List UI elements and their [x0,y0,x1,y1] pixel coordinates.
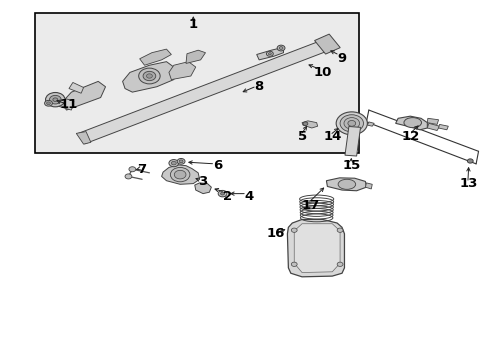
Polygon shape [427,118,438,125]
Text: 7: 7 [137,163,146,176]
Polygon shape [256,47,283,60]
Polygon shape [168,62,195,80]
Polygon shape [314,34,340,54]
Polygon shape [69,82,83,93]
Text: 17: 17 [301,199,319,212]
Text: 3: 3 [198,175,207,188]
Circle shape [336,228,342,232]
Text: 14: 14 [323,130,341,144]
Polygon shape [438,125,447,130]
Text: 13: 13 [459,177,477,190]
Circle shape [177,158,184,164]
Polygon shape [365,183,371,189]
Polygon shape [427,123,439,131]
Circle shape [125,174,132,179]
Circle shape [220,192,224,195]
Circle shape [303,122,307,126]
Text: 15: 15 [342,159,360,172]
Ellipse shape [337,179,355,189]
Circle shape [268,53,271,55]
Polygon shape [140,49,171,65]
Ellipse shape [170,167,189,182]
Text: 9: 9 [337,51,346,64]
Polygon shape [76,132,91,144]
Polygon shape [122,62,176,92]
Ellipse shape [403,118,421,128]
Circle shape [336,262,342,266]
Circle shape [46,102,50,105]
Circle shape [467,159,472,163]
Polygon shape [287,220,344,277]
Circle shape [171,161,176,165]
Circle shape [291,262,297,266]
Polygon shape [161,165,199,184]
Polygon shape [366,122,373,126]
Ellipse shape [339,115,363,132]
Circle shape [277,45,285,51]
Circle shape [291,228,297,232]
Polygon shape [194,183,211,194]
Ellipse shape [45,93,65,107]
Ellipse shape [335,112,366,135]
Text: 10: 10 [313,66,331,79]
Text: 2: 2 [223,190,231,203]
Text: 16: 16 [266,227,285,240]
Text: 5: 5 [298,130,307,144]
Circle shape [218,190,226,197]
Bar [35,13,358,153]
Circle shape [266,51,273,56]
Ellipse shape [146,74,152,78]
Text: 1: 1 [188,18,198,31]
Polygon shape [185,50,205,63]
Polygon shape [59,98,74,110]
Ellipse shape [53,98,58,102]
Text: 4: 4 [244,190,253,203]
Circle shape [129,167,136,172]
Polygon shape [294,224,339,273]
Ellipse shape [174,170,185,179]
Text: 11: 11 [60,98,78,111]
Ellipse shape [143,71,156,81]
Polygon shape [344,126,360,156]
Ellipse shape [343,118,359,129]
Circle shape [179,160,183,163]
Text: 8: 8 [254,80,263,93]
Polygon shape [78,40,328,144]
Polygon shape [395,116,427,130]
Polygon shape [326,178,366,191]
Ellipse shape [139,68,160,84]
Polygon shape [61,81,105,110]
Text: 12: 12 [400,130,419,144]
Ellipse shape [49,95,61,104]
Text: 6: 6 [213,159,222,172]
Circle shape [279,46,283,49]
Ellipse shape [347,121,355,126]
Polygon shape [302,121,317,128]
Circle shape [44,100,52,106]
Circle shape [168,159,178,167]
